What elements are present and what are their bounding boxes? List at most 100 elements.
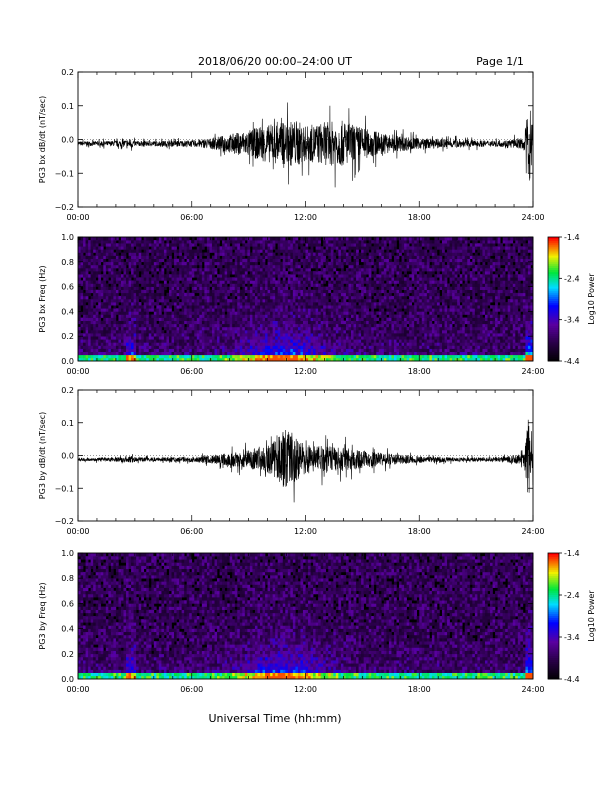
- spectrogram-cell: [287, 268, 291, 272]
- spectrogram-cell: [229, 277, 233, 281]
- spectrogram-cell: [161, 339, 165, 343]
- spectrogram-cell: [138, 336, 142, 340]
- spectrogram-cell: [310, 280, 314, 284]
- spectrogram-cell: [201, 345, 205, 349]
- spectrogram-cell: [171, 317, 175, 321]
- spectrogram-cell: [338, 249, 342, 253]
- spectrogram-cell: [171, 320, 175, 325]
- spectrogram-cell: [204, 261, 208, 266]
- spectrogram-cell: [356, 246, 359, 250]
- spectrogram-cell: [406, 317, 410, 321]
- spectrogram-cell: [115, 308, 119, 312]
- spectrogram-cell: [100, 240, 104, 244]
- spectrogram-cell: [174, 274, 177, 278]
- spectrogram-cell: [201, 326, 205, 331]
- spectrogram-cell: [206, 330, 210, 334]
- spectrogram-cell: [217, 333, 220, 337]
- spectrogram-cell: [80, 336, 84, 340]
- spectrogram-cell: [184, 255, 187, 259]
- spectrogram-cell: [239, 342, 243, 346]
- spectrogram-cell: [176, 314, 180, 318]
- spectrogram-cell: [201, 311, 205, 315]
- spectrogram-cell: [290, 243, 294, 247]
- spectrogram-cell: [371, 333, 375, 337]
- spectrogram-cell: [88, 320, 91, 325]
- spectrogram-cell: [128, 295, 132, 300]
- spectrogram-cell: [287, 280, 291, 284]
- spectrogram-cell: [136, 295, 139, 300]
- spectrogram-cell: [174, 252, 177, 256]
- spectrogram-cell: [371, 314, 375, 318]
- spectrogram-cell: [343, 308, 347, 312]
- spectrogram-cell: [270, 336, 273, 340]
- spectrogram-cell: [158, 320, 162, 325]
- spectrogram-cell: [108, 357, 112, 362]
- spectrogram-cell: [174, 292, 177, 297]
- spectrogram-cell: [277, 345, 281, 349]
- spectrogram-cell: [211, 249, 215, 253]
- spectrogram-cell: [224, 246, 228, 250]
- spectrogram-cell: [315, 283, 319, 287]
- spectrogram-cell: [393, 292, 397, 297]
- spectrogram-cell: [181, 348, 185, 352]
- spectrogram-cell: [249, 311, 253, 315]
- spectrogram-cell: [186, 295, 190, 300]
- spectrogram-cell: [252, 351, 256, 356]
- spectrogram-cell: [249, 302, 253, 306]
- spectrogram-cell: [98, 252, 102, 256]
- spectrogram-cell: [381, 302, 385, 306]
- spectrogram-cell: [358, 264, 362, 269]
- spectrogram-cell: [295, 283, 299, 287]
- spectrogram-cell: [123, 351, 127, 356]
- spectrogram-cell: [404, 308, 407, 312]
- spectrogram-cell: [353, 274, 357, 278]
- spectrogram-cell: [287, 274, 291, 278]
- spectrogram-cell: [383, 330, 387, 334]
- spectrogram-cell: [163, 246, 167, 250]
- spectrogram-cell: [120, 302, 124, 306]
- spectrogram-cell: [308, 354, 311, 359]
- spectrogram-cell: [285, 339, 289, 343]
- spectrogram-cell: [98, 271, 102, 275]
- spectrogram-cell: [282, 286, 286, 290]
- spectrogram-cell: [158, 258, 162, 263]
- spectrogram-cell: [297, 326, 301, 331]
- spectrogram-cell: [300, 314, 304, 318]
- spectrogram-cell: [406, 336, 410, 340]
- spectrogram-cell: [260, 308, 263, 312]
- spectrogram-cell: [136, 348, 139, 352]
- spectrogram-cell: [80, 271, 84, 275]
- spectrogram-cell: [83, 299, 86, 303]
- spectrogram-cell: [358, 342, 362, 346]
- spectrogram-cell: [110, 246, 114, 250]
- spectrogram-cell: [158, 311, 162, 315]
- spectrogram-cell: [115, 311, 119, 315]
- spectrogram-cell: [406, 345, 410, 349]
- spectrogram-cell: [290, 299, 294, 303]
- spectrogram-cell: [267, 348, 271, 352]
- spectrogram-cell: [247, 305, 251, 309]
- spectrogram-cell: [249, 357, 253, 362]
- spectrogram-cell: [345, 308, 349, 312]
- spectrogram-cell: [381, 286, 385, 290]
- spectrogram-cell: [351, 351, 354, 356]
- spectrogram-cell: [126, 240, 129, 244]
- spectrogram-cell: [90, 283, 94, 287]
- spectrogram-cell: [247, 326, 251, 331]
- spectrogram-cell: [330, 314, 334, 318]
- spectrogram-cell: [110, 252, 114, 256]
- spectrogram-cell: [305, 268, 309, 272]
- spectrogram-cell: [232, 339, 236, 343]
- spectrogram-cell: [275, 323, 278, 328]
- spectrogram-cell: [300, 311, 304, 315]
- spectrogram-cell: [128, 289, 132, 294]
- spectrogram-cell: [325, 348, 329, 352]
- spectrogram-cell: [277, 277, 281, 281]
- spectrogram-cell: [120, 274, 124, 278]
- spectrogram-cell: [280, 317, 284, 321]
- spectrogram-cell: [232, 357, 236, 362]
- spectrogram-cell: [315, 348, 319, 352]
- spectrogram-cell: [338, 333, 342, 337]
- spectrogram-cell: [184, 314, 187, 318]
- spectrogram-cell: [227, 280, 230, 284]
